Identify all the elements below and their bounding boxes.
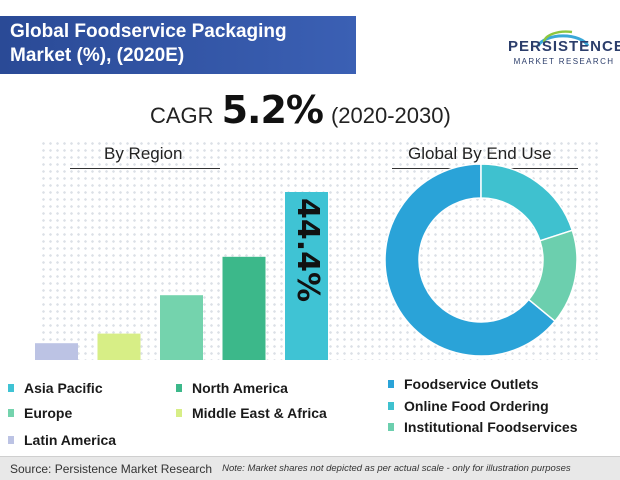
legend-swatch-asia-pacific [8,384,14,392]
legend-label-institutional-foodservices: Institutional Foodservices [404,419,578,435]
legend-label-north-america: North America [192,380,288,396]
region-bars: 44.4% [35,192,328,360]
legend-item-foodservice-outlets: Foodservice Outlets [388,376,539,392]
bar-latin-america [35,343,78,360]
legend-swatch-latin-america [8,436,14,444]
title-line-2: Market (%), (2020E) [10,45,185,66]
cagr-period: (2020-2030) [330,103,451,128]
legend-item-asia-pacific: Asia Pacific [8,380,103,396]
title-line-1: Global Foodservice Packaging [10,21,287,42]
bar-middle-east-and-africa [97,333,141,360]
enduse-donut [384,163,578,357]
legend-label-europe: Europe [24,405,73,421]
bar-asia-pacific [285,192,328,360]
legend-label-foodservice-outlets: Foodservice Outlets [404,376,539,392]
logo-swoosh-icon [536,30,590,47]
legend-swatch-foodservice-outlets [388,380,394,388]
legend-label-middle-east-africa: Middle East & Africa [192,405,327,421]
legend-label-asia-pacific: Asia Pacific [24,380,103,396]
legend-item-online-food-ordering: Online Food Ordering [388,398,549,414]
legend-swatch-north-america [176,384,182,392]
donut-slice-online-food-ordering [480,163,574,242]
region-chart-title: By Region [104,144,183,163]
legend-item-institutional-foodservices: Institutional Foodservices [388,419,577,435]
page-title: Global Foodservice Packaging Market (%),… [0,16,356,74]
legend-swatch-middle-east-africa [176,409,182,417]
footer-note: Note: Market shares not depicted as per … [222,463,571,474]
bar-north-america [222,256,266,360]
logo-name: PERSISTENCE [508,38,620,55]
cagr-banner: CAGR 5.2% (2020-2030) [150,88,470,132]
cagr-label: CAGR [150,103,214,128]
legend-item-latin-america: Latin America [8,432,116,448]
persistence-logo: PERSISTENCE MARKET RESEARCH [508,24,620,80]
logo-subtitle: MARKET RESEARCH [513,57,615,66]
legend-swatch-europe [8,409,14,417]
bar-europe [160,295,203,360]
legend-item-europe: Europe [8,405,72,421]
bar-data-label-asia-pacific: 44.4% [290,198,325,302]
legend-item-north-america: North America [176,380,288,396]
legend-label-latin-america: Latin America [24,432,117,448]
footer-bar: Source: Persistence Market Research Note… [0,456,620,480]
legend-swatch-institutional-foodservices [388,423,394,431]
footer-source: Source: Persistence Market Research [10,461,213,476]
donut-slice-institutional-foodservices [527,229,578,323]
region-title-underline [70,168,220,169]
legend-swatch-online-food-ordering [388,402,394,410]
cagr-value: 5.2% [221,88,324,132]
enduse-chart-title: Global By End Use [408,144,552,163]
legend-label-online-food-ordering: Online Food Ordering [404,398,549,414]
donut-slice-foodservice-outlets [384,163,557,357]
legend-item-middle-east-africa: Middle East & Africa [176,405,327,421]
